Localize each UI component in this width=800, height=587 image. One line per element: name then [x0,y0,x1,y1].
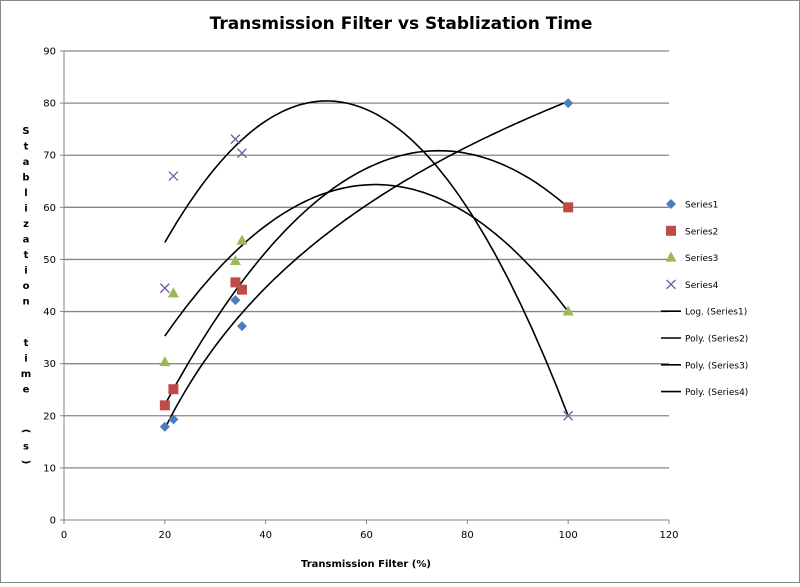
y-axis-label-char: m [21,369,31,380]
y-axis-label-char: e [23,385,30,396]
trendline-2 [164,183,569,337]
y-axis-label-char: t [24,338,29,349]
legend-label: Series3 [685,254,718,264]
y-axis-label-char: t [24,142,29,153]
data-point-series1 [563,98,574,109]
y-tick-label: 30 [43,359,56,370]
legend-label: Poly. (Series2) [685,335,748,345]
y-axis-label-char: o [23,281,30,292]
data-point-series2 [236,284,247,295]
legend-marker-series1 [666,199,676,209]
y-tick-label: 40 [43,307,56,318]
y-tick-label: 20 [43,411,56,422]
x-tick-label: 80 [461,530,474,541]
y-tick-label: 60 [43,203,56,214]
y-axis-label-char: n [22,297,29,308]
trendline-1 [164,149,569,406]
y-axis-label-char: a [23,157,30,168]
y-tick-label: 10 [43,463,56,474]
y-axis-label-char: b [22,173,29,184]
chart-title: Transmission Filter vs Stablization Time [210,14,593,34]
data-point-series4 [236,148,247,159]
x-tick-label: 60 [360,530,373,541]
y-axis-label-char: z [23,219,29,230]
legend-label: Series2 [685,227,718,237]
data-point-series1 [236,321,247,332]
data-point-series2 [230,277,241,288]
y-tick-label: 80 [43,99,56,110]
x-tick-label: 20 [158,530,171,541]
y-axis-label-char: t [24,250,29,261]
data-point-series3 [167,287,179,298]
legend-label: Series1 [685,201,718,211]
legend-label: Series4 [685,281,719,291]
data-point-series3 [562,305,574,316]
y-axis-label-char: S [22,126,29,137]
y-axis-label-char: a [23,235,30,246]
x-tick-label: 100 [559,530,578,541]
data-point-series4 [563,410,574,421]
data-point-series4 [230,134,241,145]
y-axis-label-char: ( [20,429,31,434]
data-point-series1 [168,414,179,425]
trendline-3 [164,100,569,417]
x-tick-label: 0 [61,530,67,541]
data-point-series2 [159,400,170,411]
data-point-series3 [236,234,248,245]
y-tick-label: 0 [50,516,56,527]
trendline-0 [164,100,569,429]
data-point-series2 [563,202,574,213]
legend-marker-series3 [665,251,677,262]
x-tick-label: 40 [259,530,272,541]
legend: Series1 Series2 Series3 Series4 Log. (Series… [661,199,748,398]
data-point-series2 [168,384,179,395]
y-tick-label: 90 [43,47,56,58]
x-tick-label: 120 [659,530,678,541]
data-point-series4 [168,171,179,182]
y-axis-label-char: ) [20,460,31,465]
legend-label: Poly. (Series4) [685,388,748,398]
x-axis-label: Transmission Filter (%) [301,559,431,570]
y-axis-label-char: i [24,266,27,277]
data-point-series1 [230,295,241,306]
data-point-series3 [229,255,241,266]
data-point-series3 [159,356,171,367]
legend-label: Log. (Series1) [685,308,747,318]
data-point-series4 [159,283,170,294]
legend-marker-series4 [666,279,676,290]
data-point-series1 [159,421,170,432]
y-axis-label-char: s [23,442,29,453]
legend-label: Poly. (Series3) [685,361,748,371]
y-axis-label-char: i [24,354,27,365]
y-tick-label: 50 [43,255,56,266]
y-tick-label: 70 [43,151,56,162]
legend-marker-series2 [666,225,676,236]
y-axis-label-char: i [24,204,27,215]
y-axis-label-char: l [24,188,27,199]
